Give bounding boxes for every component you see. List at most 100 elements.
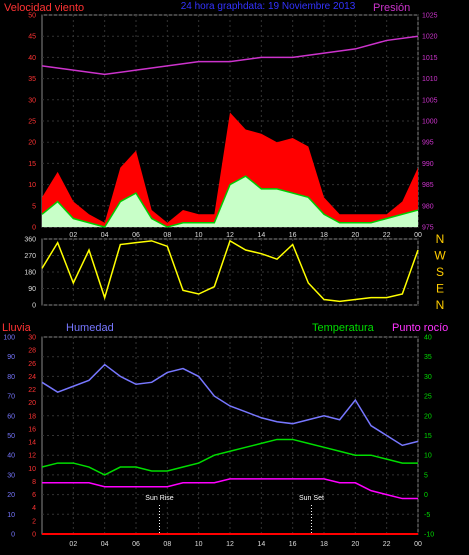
x-tick-label: 08 [163,541,171,548]
rain-tick-label: 10 [7,512,15,519]
humidity-tick-label: 18 [28,413,36,420]
dewpoint-line [42,478,418,500]
pressure-tick-label: 1000 [422,119,438,126]
compass-label: E [436,282,444,296]
humidity-tick-label: 16 [28,426,36,433]
direction-tick-label: 270 [24,253,36,260]
humidity-tick-label: 28 [28,348,36,355]
x-tick-label: 10 [195,232,203,239]
x-tick-label: 20 [351,541,359,548]
pressure-line [41,35,419,76]
humidity-tick-label: 22 [28,387,36,394]
wind-tick-label: 20 [28,140,36,147]
compass-label: S [436,265,444,279]
temperature-tick-label: 0 [424,492,428,499]
temperature-title: Temperatura [312,322,375,334]
x-tick-label: 18 [320,232,328,239]
wind-tick-label: 45 [28,34,36,41]
temperature-tick-label: 40 [424,335,432,342]
rain-title: Lluvia [2,322,32,334]
temperature-tick-label: 20 [424,413,432,420]
temperature-tick-label: 15 [424,433,432,440]
x-tick-label: 16 [289,541,297,548]
pressure-tick-label: 1015 [422,55,438,62]
pressure-tick-label: 1020 [422,34,438,41]
humidity-tick-label: 2 [32,518,36,525]
temperature-tick-label: 5 [424,472,428,479]
pressure-title: Presión [373,2,410,14]
rain-tick-label: 50 [7,433,15,440]
direction-tick-label: 90 [28,286,36,293]
sun-set-label: Sun Set [299,495,324,502]
x-tick-label: 04 [101,232,109,239]
x-tick-label: 08 [163,232,171,239]
x-tick-label: 22 [383,232,391,239]
wind-tick-label: 25 [28,119,36,126]
rain-tick-label: 70 [7,394,15,401]
x-tick-label: 12 [226,541,234,548]
humidity-tick-label: 20 [28,400,36,407]
x-tick-label: 22 [383,541,391,548]
humidity-tick-label: 6 [32,492,36,499]
x-tick-label: 06 [132,541,140,548]
direction-tick-label: 0 [32,303,36,310]
rain-tick-label: 100 [3,335,15,342]
x-tick-label: 16 [289,232,297,239]
humidity-tick-label: 0 [32,532,36,539]
x-tick-label: 04 [101,541,109,548]
x-tick-label: 00 [414,541,422,548]
x-tick-label: 02 [69,232,77,239]
humidity-tick-label: 24 [28,374,36,381]
wind-tick-label: 5 [32,203,36,210]
humidity-tick-label: 26 [28,361,36,368]
rain-tick-label: 40 [7,453,15,460]
x-tick-label: 10 [195,541,203,548]
direction-tick-label: 180 [24,270,36,277]
average-wind-line [41,175,419,228]
compass-label: N [436,232,445,246]
compass-label: W [434,249,446,263]
x-tick-label: 00 [414,232,422,239]
compass-label: N [436,298,445,312]
rain-tick-label: 90 [7,354,15,361]
x-tick-label: 12 [226,232,234,239]
pressure-tick-label: 975 [422,225,434,232]
humidity-tick-label: 8 [32,479,36,486]
dewpoint-title: Punto rocío [392,322,448,334]
temperature-tick-label: -10 [424,532,434,539]
x-tick-label: 20 [351,232,359,239]
pressure-tick-label: 1025 [422,13,438,20]
wind-chart-title: 24 hora graphdata: 19 Noviembre 2013 [181,1,356,12]
humidity-line [41,363,419,447]
sun-rise-label: Sun Rise [145,495,174,502]
pressure-tick-label: 1005 [422,97,438,104]
rain-tick-label: 0 [11,532,15,539]
wind-tick-label: 50 [28,13,36,20]
wind-tick-label: 35 [28,76,36,83]
rain-tick-label: 30 [7,472,15,479]
temperature-tick-label: -5 [424,512,430,519]
humidity-tick-label: 14 [28,440,36,447]
temperature-tick-label: 25 [424,394,432,401]
x-tick-label: 06 [132,232,140,239]
wind-direction-line [41,239,419,303]
wind-tick-label: 30 [28,97,36,104]
wind-tick-label: 10 [28,182,36,189]
wind-tick-label: 15 [28,161,36,168]
pressure-tick-label: 1010 [422,76,438,83]
x-tick-label: 02 [69,541,77,548]
temperature-line [41,438,418,476]
wind-tick-label: 40 [28,55,36,62]
temperature-tick-label: 35 [424,354,432,361]
humidity-tick-label: 10 [28,466,36,473]
temperature-tick-label: 30 [424,374,432,381]
x-tick-label: 14 [257,232,265,239]
temperature-tick-label: 10 [424,453,432,460]
pressure-tick-label: 985 [422,182,434,189]
wind-tick-label: 0 [32,225,36,232]
rain-tick-label: 80 [7,374,15,381]
humidity-tick-label: 30 [28,335,36,342]
humidity-title: Humedad [66,322,114,334]
pressure-tick-label: 990 [422,161,434,168]
